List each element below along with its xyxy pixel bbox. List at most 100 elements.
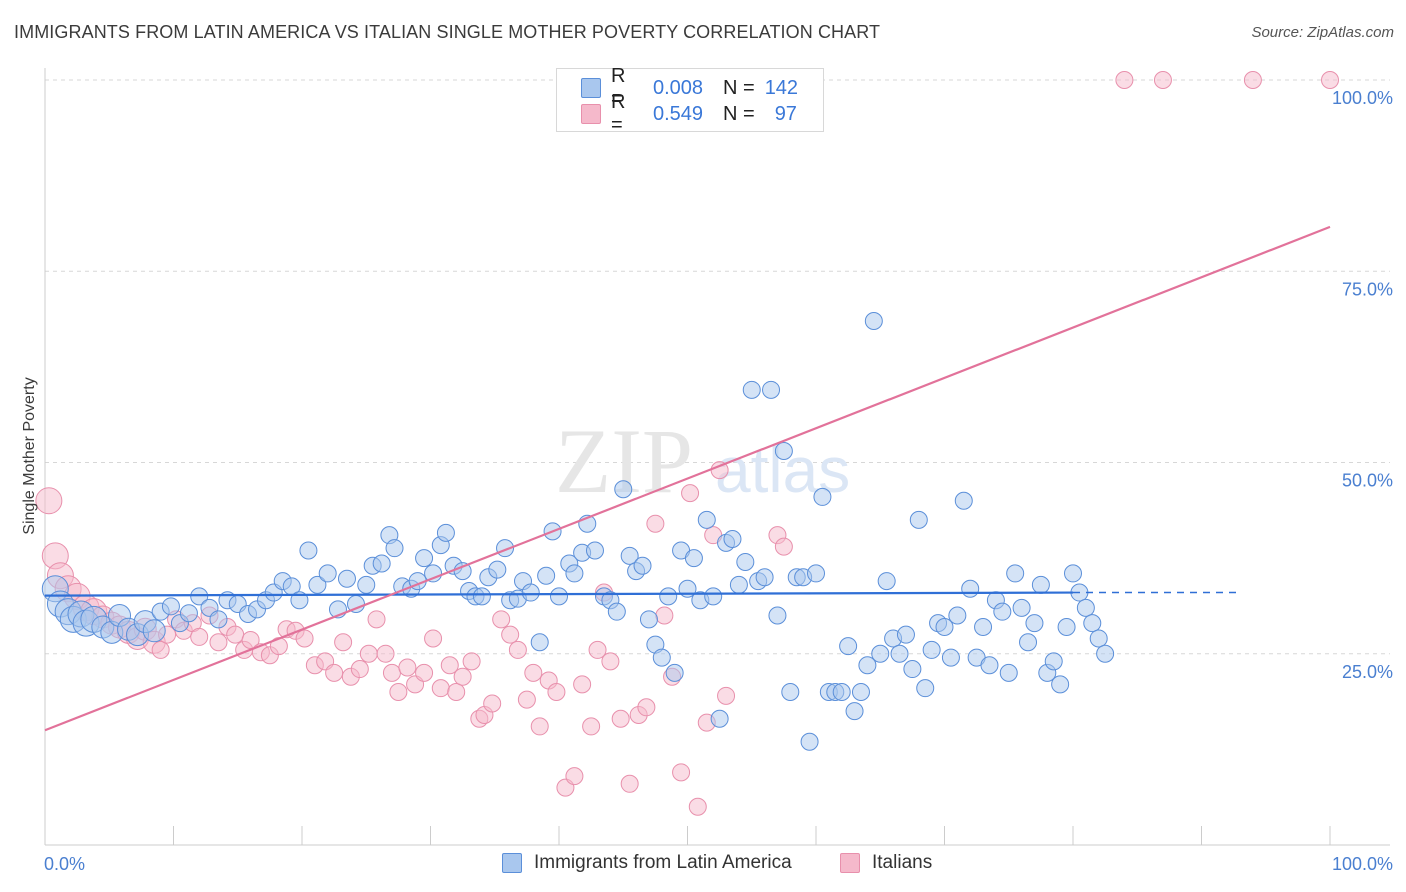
italians-point	[295, 629, 314, 648]
y-tick-label: 100.0%	[1332, 88, 1393, 108]
latin-america-point	[659, 587, 678, 606]
italians-point	[717, 686, 736, 705]
legend-r-label: R =	[611, 91, 626, 136]
latin-america-point	[710, 709, 729, 728]
italians-point	[1115, 71, 1134, 89]
latin-america-point	[1019, 633, 1038, 652]
latin-america-point	[385, 539, 404, 558]
italians-point	[501, 625, 520, 644]
y-axis-title: Single Mother Poverty	[21, 377, 38, 534]
italians-point	[447, 683, 466, 701]
trend-lines	[44, 225, 1331, 732]
latin-america-point	[813, 487, 832, 506]
italians-point	[190, 627, 209, 646]
legend-swatch-pink	[581, 104, 601, 124]
latin-america-point	[652, 648, 671, 667]
italians-point	[151, 640, 170, 659]
latin-america-point	[1031, 575, 1050, 594]
latin-america-point	[980, 656, 999, 675]
x-tick-label: 0.0%	[44, 854, 85, 874]
italians-point	[588, 640, 607, 659]
stats-legend: R = 0.008 N = 142 R = 0.549 N = 97	[556, 65, 824, 136]
latin-america-point	[999, 663, 1018, 682]
italians-point	[573, 675, 592, 694]
latin-america-point	[864, 311, 883, 330]
latin-america-point	[858, 656, 877, 675]
latin-america-point	[909, 510, 928, 529]
italians-point	[376, 644, 395, 663]
italians-point	[415, 663, 434, 682]
latin-america-point	[1051, 675, 1070, 694]
latin-america-point	[585, 541, 604, 560]
latin-america-point	[762, 380, 781, 399]
italians-point	[209, 633, 228, 652]
latin-america-point	[190, 587, 209, 606]
latin-america-point	[372, 554, 391, 573]
italians-point	[431, 679, 450, 698]
latin-america-point	[337, 569, 356, 588]
legend-row-latin-america: R = 0.008 N = 142	[581, 65, 799, 110]
italians-point	[774, 537, 793, 556]
latin-america-point	[1076, 598, 1095, 617]
latin-america-point	[521, 583, 540, 602]
italians-point	[1321, 71, 1339, 89]
latin-america-point	[922, 640, 941, 659]
latin-america-point	[633, 556, 652, 575]
bottom-legend-italians[interactable]: Italians	[840, 852, 932, 874]
x-tick-label: 100.0%	[1332, 854, 1393, 874]
legend-n-value: 142	[764, 76, 799, 99]
latin-america-point	[896, 625, 915, 644]
latin-america-point	[488, 560, 507, 579]
latin-america-points	[41, 311, 1115, 751]
latin-america-point	[1089, 629, 1108, 648]
latin-america-point	[774, 442, 793, 461]
watermark: ZIP atlas	[555, 410, 850, 512]
italians-point	[389, 683, 408, 701]
italians-point	[226, 625, 245, 644]
legend-swatch-blue	[581, 78, 601, 98]
grid-lines	[45, 79, 1390, 655]
italians-point	[620, 774, 639, 793]
source-credit: Source: ZipAtlas.com	[1251, 24, 1394, 41]
legend-r-label: R =	[611, 65, 626, 110]
latin-america-point	[723, 530, 742, 548]
bottom-legend-latin-america[interactable]: Immigrants from Latin America	[502, 852, 792, 874]
latin-america-point	[941, 648, 960, 667]
latin-america-point	[530, 633, 549, 652]
latin-america-point	[903, 660, 922, 679]
legend-row-italians: R = 0.549 N = 97	[581, 91, 797, 136]
italians-point	[350, 660, 369, 679]
chart-title: IMMIGRANTS FROM LATIN AMERICA VS ITALIAN…	[14, 22, 881, 42]
axes	[44, 68, 1390, 846]
italians-point	[688, 797, 707, 816]
legend-r-value: 0.008	[653, 76, 704, 99]
italians-point	[398, 658, 417, 677]
latin-america-point	[935, 617, 954, 636]
latin-america-point	[308, 575, 327, 594]
latin-america-point	[993, 602, 1012, 621]
italians-point	[601, 652, 620, 671]
latin-america-point	[1025, 614, 1044, 633]
latin-america-point	[742, 380, 761, 399]
italians-point	[334, 633, 353, 652]
y-tick-label: 75.0%	[1342, 279, 1393, 299]
italians-point	[453, 667, 472, 686]
tick-labels: 25.0% 50.0% 75.0% 100.0% 0.0% 100.0%	[44, 88, 1393, 874]
italians-trend-line	[44, 225, 1331, 732]
latin-america-point	[161, 597, 180, 616]
latin-america-point	[1044, 652, 1063, 671]
latin-america-point	[736, 552, 755, 571]
latin-america-point	[781, 683, 800, 701]
bottom-legend-swatch-blue	[502, 853, 522, 873]
italians-point	[646, 514, 665, 533]
latin-america-point	[974, 617, 993, 636]
latin-america-point	[800, 732, 819, 751]
italians-point	[637, 698, 656, 717]
y-tick-label: 50.0%	[1342, 471, 1393, 491]
latin-america-point	[839, 637, 858, 656]
latin-america-point	[877, 572, 896, 591]
latin-america-point	[1083, 614, 1102, 633]
latin-america-point	[916, 679, 935, 698]
latin-america-point	[704, 587, 723, 606]
